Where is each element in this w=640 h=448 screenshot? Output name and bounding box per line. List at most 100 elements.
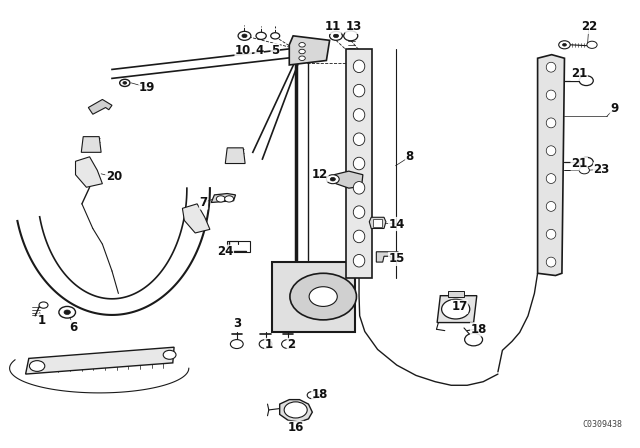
Text: 1: 1 [38, 314, 45, 327]
Circle shape [282, 340, 294, 349]
Circle shape [442, 299, 470, 319]
Text: 16: 16 [287, 421, 304, 435]
Text: 8: 8 [406, 150, 413, 164]
Circle shape [465, 333, 483, 346]
Circle shape [39, 302, 48, 308]
Polygon shape [225, 148, 245, 164]
Polygon shape [334, 171, 363, 188]
Ellipse shape [353, 230, 365, 243]
Polygon shape [376, 252, 398, 262]
Circle shape [326, 175, 339, 184]
Text: 4: 4 [255, 43, 263, 57]
Ellipse shape [353, 133, 365, 146]
Ellipse shape [547, 146, 556, 155]
Circle shape [230, 340, 243, 349]
Circle shape [579, 157, 593, 167]
Polygon shape [76, 157, 102, 187]
Circle shape [333, 34, 339, 38]
Text: 15: 15 [388, 252, 405, 266]
Polygon shape [211, 194, 236, 202]
Circle shape [238, 31, 251, 40]
Text: 7: 7 [200, 196, 207, 209]
Text: C0309438: C0309438 [582, 420, 622, 429]
Text: 21: 21 [571, 67, 588, 81]
Text: 10: 10 [235, 43, 252, 57]
Bar [272, 262, 355, 332]
Polygon shape [437, 296, 477, 323]
Ellipse shape [353, 157, 365, 170]
Bar [346, 49, 372, 278]
Text: 12: 12 [312, 168, 328, 181]
Ellipse shape [547, 118, 556, 128]
Circle shape [563, 43, 566, 46]
Ellipse shape [353, 60, 365, 73]
Circle shape [299, 43, 305, 47]
Circle shape [579, 76, 593, 86]
Ellipse shape [353, 84, 365, 97]
Text: 13: 13 [346, 20, 362, 34]
Circle shape [259, 340, 272, 349]
Text: 23: 23 [593, 163, 610, 176]
Ellipse shape [547, 90, 556, 100]
Text: 5: 5 [271, 43, 279, 57]
Text: 24: 24 [217, 245, 234, 258]
Circle shape [284, 402, 307, 418]
Text: 17: 17 [451, 300, 468, 314]
Circle shape [123, 82, 127, 84]
Text: 21: 21 [571, 157, 588, 170]
Text: 2: 2 [287, 338, 295, 352]
Text: 14: 14 [388, 217, 405, 231]
Polygon shape [538, 55, 564, 276]
Polygon shape [26, 347, 174, 374]
Ellipse shape [353, 108, 365, 121]
Text: 3: 3 [233, 317, 241, 330]
Polygon shape [81, 137, 101, 152]
Text: 9: 9 [611, 102, 618, 115]
Circle shape [242, 34, 247, 38]
Circle shape [330, 31, 342, 40]
Ellipse shape [547, 202, 556, 211]
Circle shape [163, 350, 176, 359]
Circle shape [299, 56, 305, 60]
Circle shape [120, 79, 130, 86]
Text: 6: 6 [70, 320, 77, 334]
Circle shape [29, 361, 45, 371]
Ellipse shape [353, 206, 365, 218]
Polygon shape [182, 204, 210, 233]
Circle shape [256, 32, 266, 39]
Polygon shape [369, 217, 386, 228]
Circle shape [290, 273, 356, 320]
Polygon shape [289, 36, 330, 65]
Circle shape [216, 196, 225, 202]
Ellipse shape [547, 229, 556, 239]
Circle shape [559, 41, 570, 49]
Bar [448, 291, 464, 297]
Text: 18: 18 [470, 323, 487, 336]
Text: 11: 11 [324, 20, 341, 34]
Circle shape [309, 287, 337, 306]
Circle shape [299, 49, 305, 54]
Text: 1: 1 [265, 338, 273, 352]
Circle shape [59, 306, 76, 318]
Circle shape [64, 310, 70, 314]
Bar [227, 241, 250, 252]
Ellipse shape [547, 174, 556, 184]
Text: 18: 18 [312, 388, 328, 401]
Polygon shape [88, 99, 112, 114]
Ellipse shape [353, 254, 365, 267]
Circle shape [579, 167, 589, 174]
Circle shape [330, 177, 335, 181]
Ellipse shape [547, 62, 556, 72]
Circle shape [271, 33, 280, 39]
Polygon shape [280, 400, 312, 422]
Circle shape [587, 41, 597, 48]
Circle shape [344, 31, 358, 41]
Text: 19: 19 [139, 81, 156, 94]
Text: 20: 20 [106, 170, 122, 184]
Circle shape [225, 196, 234, 202]
Ellipse shape [353, 181, 365, 194]
Circle shape [307, 392, 317, 399]
Ellipse shape [547, 257, 556, 267]
Bar [373, 219, 382, 227]
Text: 22: 22 [580, 20, 597, 34]
